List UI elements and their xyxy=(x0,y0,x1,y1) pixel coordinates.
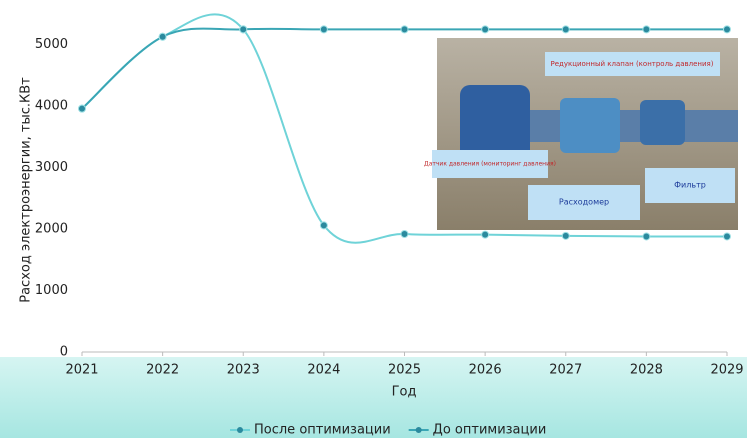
x-tick-label: 2029 xyxy=(710,363,743,378)
legend-marker xyxy=(237,427,243,433)
filter xyxy=(640,100,685,145)
y-tick-label: 4000 xyxy=(35,99,68,114)
annotation: Редукционный клапан (контроль давления) xyxy=(551,60,714,68)
y-tick-label: 5000 xyxy=(35,37,68,52)
x-tick-label: 2026 xyxy=(469,363,502,378)
legend-marker xyxy=(415,427,422,433)
x-tick-label: 2023 xyxy=(227,363,260,378)
line xyxy=(81,27,727,110)
x-tick-label: 2022 xyxy=(146,363,179,378)
x-tick-label: 2025 xyxy=(388,363,421,378)
y-tick-label: 1000 xyxy=(35,283,68,298)
x-tick-label: 2027 xyxy=(549,363,582,378)
x-tick-label: 2028 xyxy=(630,363,663,378)
marker xyxy=(642,232,651,241)
marker xyxy=(78,104,86,113)
marker xyxy=(481,230,490,239)
x-axis-label: Год xyxy=(392,385,417,400)
footer-band xyxy=(0,357,747,438)
legend-label: После оптимизации xyxy=(254,423,391,438)
y-tick-label: 3000 xyxy=(35,160,68,175)
label-box xyxy=(432,150,548,178)
photo: Редукционный клапан (контроль давления) … xyxy=(424,38,738,230)
annotation: Расходомер xyxy=(559,198,609,207)
y-axis-label: Расход электроэнергии, тыс.КВт xyxy=(19,77,34,303)
marker xyxy=(561,25,570,34)
marker xyxy=(723,232,731,241)
x-tick-label: 2024 xyxy=(307,363,340,378)
y-tick-label: 2000 xyxy=(35,222,68,237)
legend-label: До оптимизации xyxy=(433,423,547,438)
marker xyxy=(400,230,409,239)
marker xyxy=(239,25,248,34)
valve xyxy=(460,85,530,160)
marker xyxy=(723,25,731,34)
marker xyxy=(642,25,651,34)
label-box xyxy=(545,52,720,76)
marker xyxy=(158,32,167,41)
marker xyxy=(319,25,328,34)
marker xyxy=(319,221,328,230)
marker xyxy=(561,231,570,240)
annotation: Фильтр xyxy=(674,181,706,190)
meter xyxy=(560,98,620,153)
marker xyxy=(400,25,409,34)
line xyxy=(81,13,728,244)
label-box xyxy=(645,168,735,203)
y-tick-label: 0 xyxy=(60,345,68,360)
annotation: Датчик давления (мониторинг давления) xyxy=(424,161,556,168)
x-tick-label: 2021 xyxy=(65,363,98,378)
marker xyxy=(481,25,490,34)
label-box xyxy=(528,185,640,220)
